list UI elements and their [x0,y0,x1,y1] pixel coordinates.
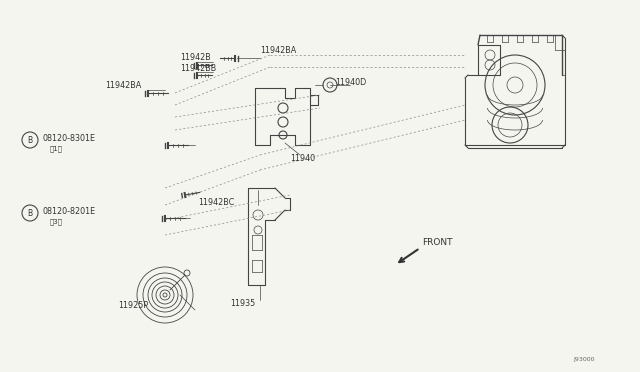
Text: 08120-8201E: 08120-8201E [42,206,95,215]
Text: B: B [28,208,33,218]
Text: 11940: 11940 [290,154,315,163]
Text: 〈1〉: 〈1〉 [50,146,63,152]
Text: 11940D: 11940D [335,77,366,87]
Text: 11935: 11935 [230,298,255,308]
Text: 08120-8301E: 08120-8301E [42,134,95,142]
Text: 11942BA: 11942BA [260,45,296,55]
Text: J93000: J93000 [573,357,595,362]
Text: FRONT: FRONT [422,237,452,247]
Text: 〈3〉: 〈3〉 [50,219,63,225]
Text: 11942B: 11942B [180,52,211,61]
Text: B: B [28,135,33,144]
Text: 11925P: 11925P [118,301,148,310]
Text: 11942BC: 11942BC [198,198,234,206]
Text: 11942BB: 11942BB [180,64,216,73]
Text: 11942BA: 11942BA [105,80,141,90]
